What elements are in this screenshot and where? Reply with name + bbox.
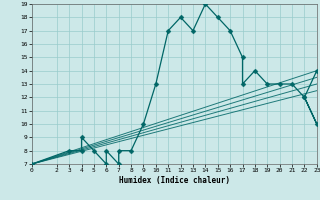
X-axis label: Humidex (Indice chaleur): Humidex (Indice chaleur) <box>119 176 230 185</box>
